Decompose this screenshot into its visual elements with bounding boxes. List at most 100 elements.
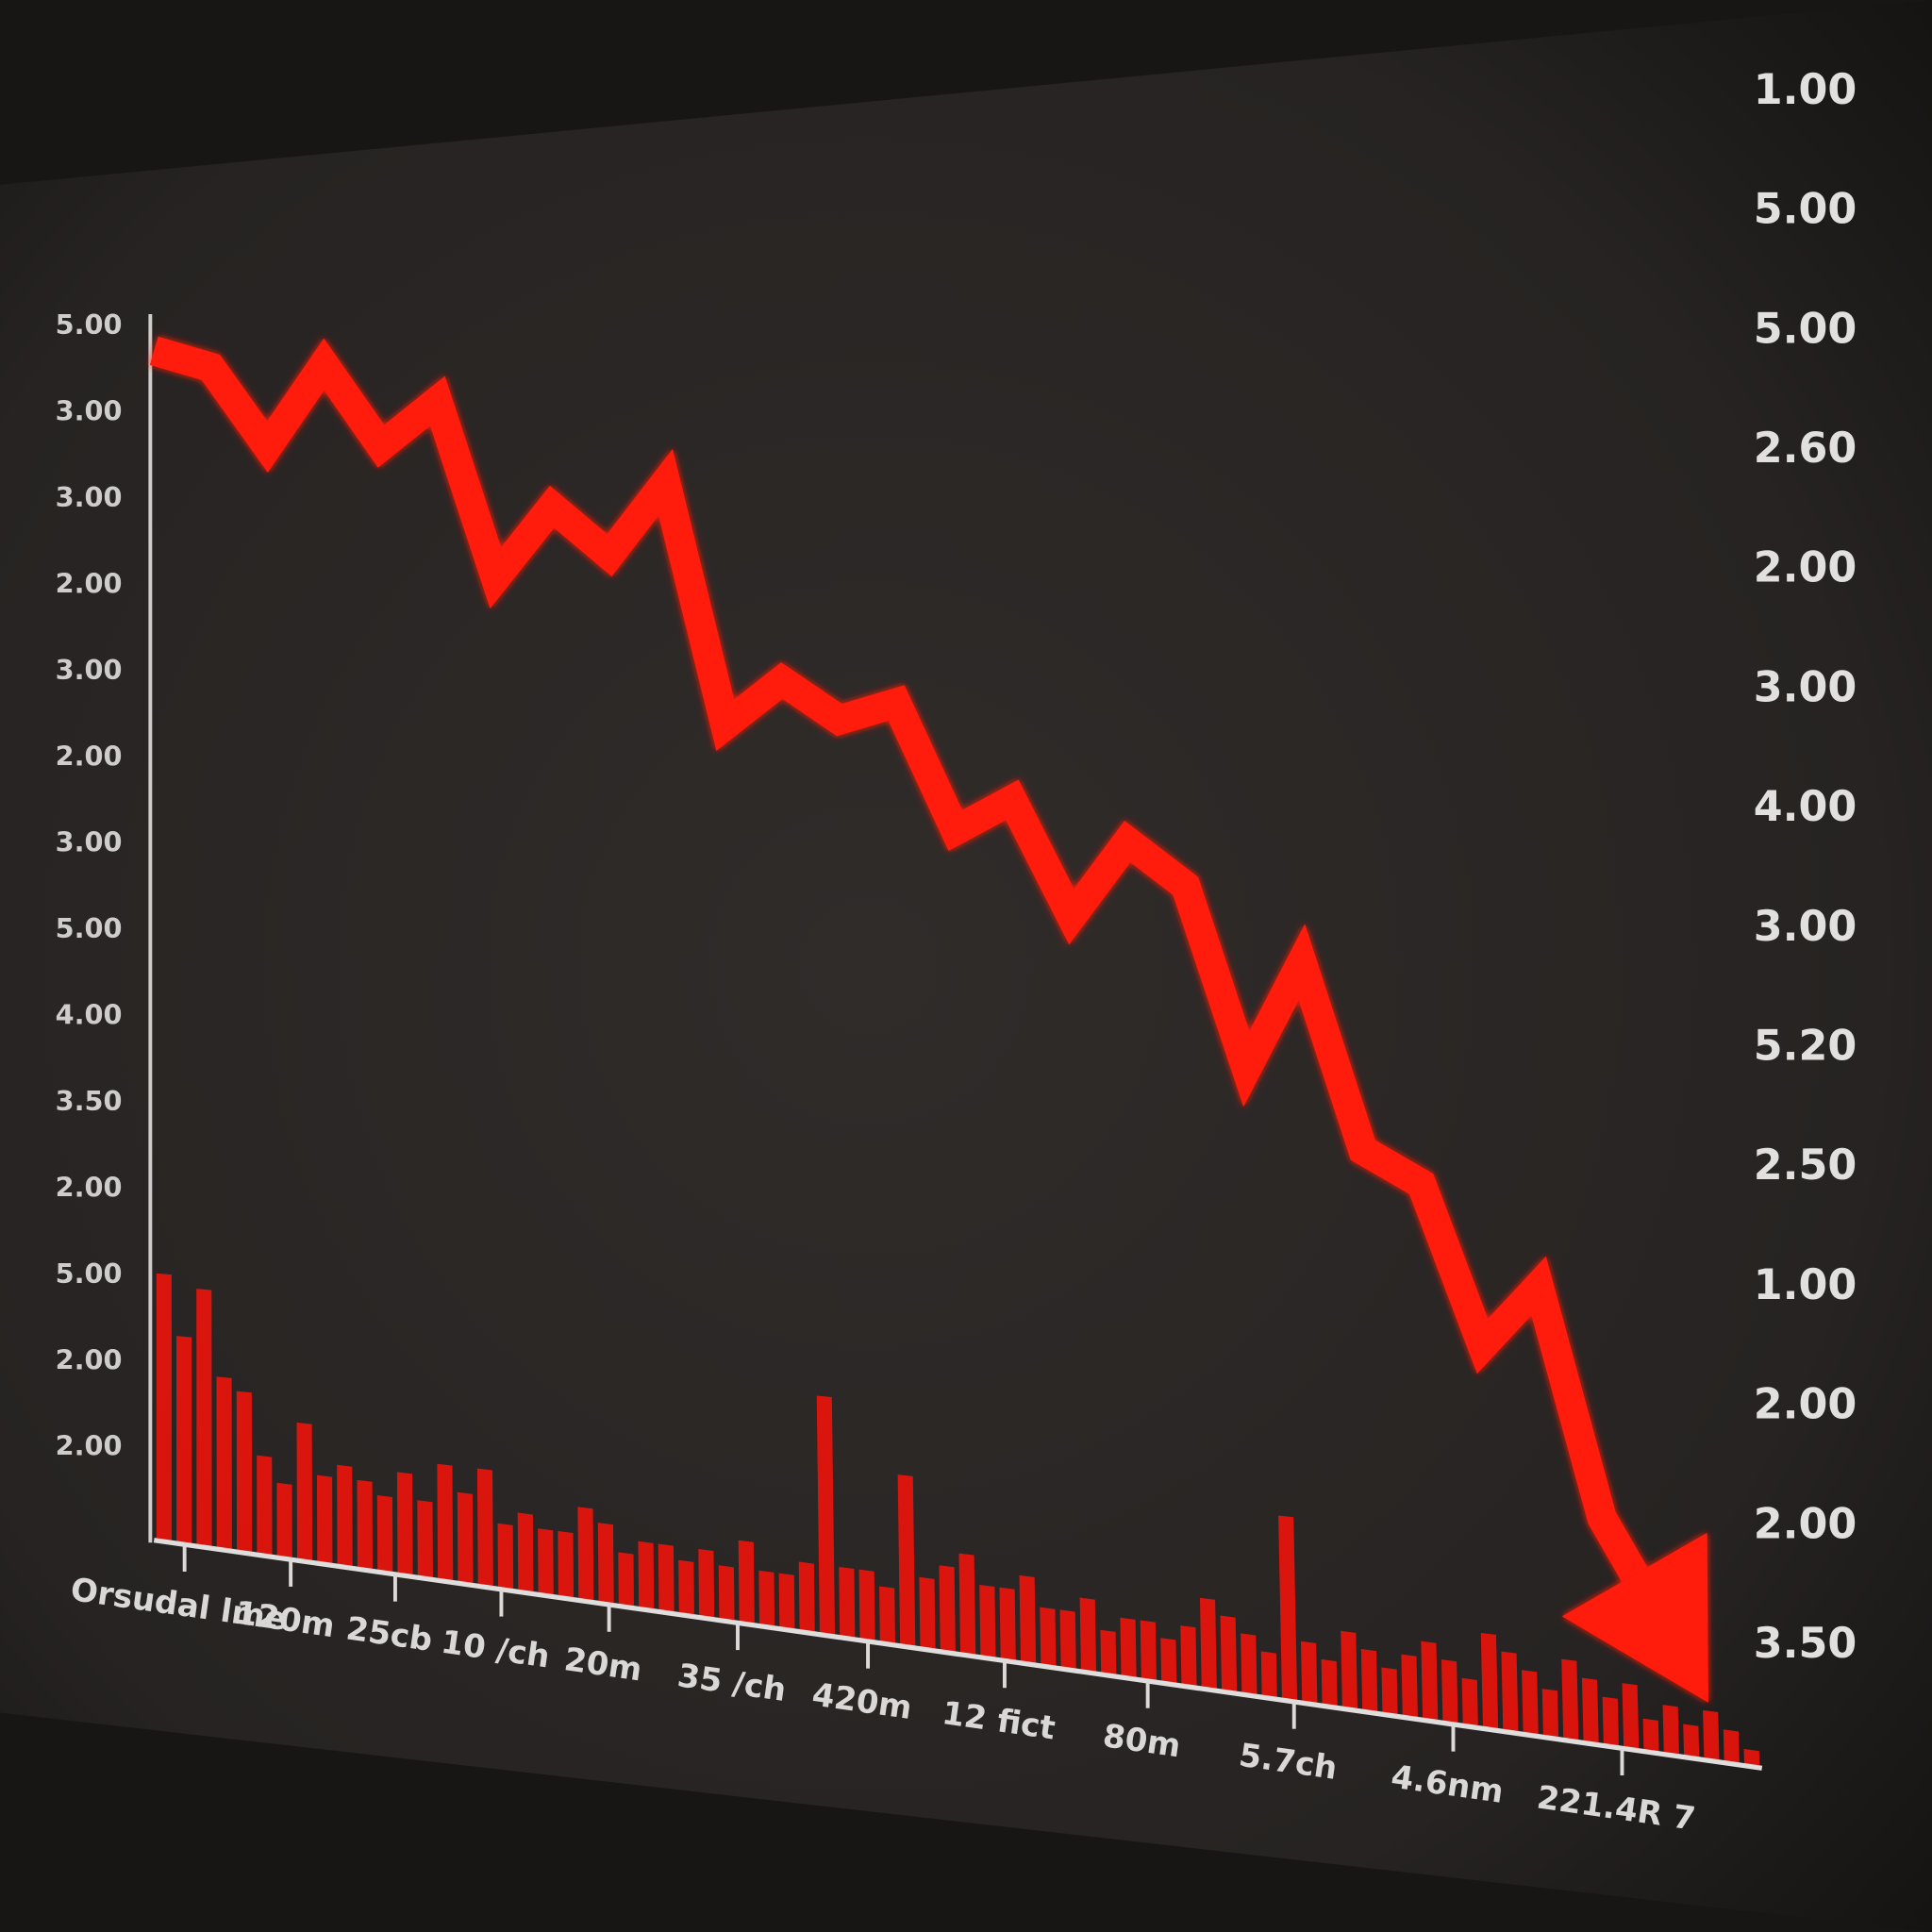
bar [176,1336,192,1546]
bar [316,1474,333,1566]
bar [257,1455,273,1557]
bars [156,1273,1760,1768]
left-label: 2.00 [56,567,123,599]
right-label: 2.50 [1754,1141,1857,1190]
bar [1360,1649,1378,1714]
left-label: 3.50 [56,1085,123,1117]
bar [216,1376,232,1552]
left-label: 5.00 [56,308,123,341]
bar [1703,1709,1720,1762]
bar [1642,1718,1659,1754]
right-label: 1.00 [1754,1261,1857,1309]
bar [517,1512,534,1594]
bar [979,1584,996,1660]
bar [1019,1574,1037,1666]
bar [999,1587,1016,1663]
bar [1581,1677,1599,1745]
bar [1059,1609,1076,1672]
left-label: 2.00 [56,1171,123,1203]
left-label: 3.00 [56,826,123,858]
bar [1622,1683,1640,1751]
bar [698,1548,715,1620]
bar [437,1463,454,1583]
right-label: 2.00 [1754,1500,1857,1548]
right-label: 4.00 [1754,783,1857,831]
bar [1522,1670,1539,1737]
bar [1260,1651,1277,1700]
left-label: 5.00 [56,912,123,944]
bar [276,1482,292,1560]
bar [1401,1654,1418,1720]
right-label: 5.00 [1754,305,1857,353]
bar [1743,1748,1760,1768]
bar [497,1523,514,1591]
bar [958,1553,976,1657]
bar [839,1566,856,1641]
right-label: 5.20 [1754,1023,1857,1071]
bar [1300,1641,1318,1706]
right-label: 3.00 [1754,663,1857,711]
bar [337,1464,353,1569]
left-label: 2.00 [56,1343,123,1375]
bar [156,1273,173,1543]
bar [1461,1677,1478,1728]
bar [897,1474,916,1649]
bar [1561,1658,1579,1742]
right-label: 1.00 [1754,66,1857,114]
bar [1160,1638,1177,1686]
right-label: 3.00 [1754,903,1857,951]
left-label: 3.00 [56,395,123,427]
bar [1241,1633,1257,1697]
bar [296,1422,313,1563]
left-label: 2.00 [56,1430,123,1462]
bar [1421,1641,1439,1723]
right-label: 3.50 [1754,1620,1857,1668]
bar [1381,1667,1398,1717]
bar [919,1576,936,1652]
bar [1079,1597,1097,1674]
bar [1100,1629,1117,1677]
bar [196,1289,212,1549]
trend-line [149,336,1675,1630]
bar [1120,1617,1137,1680]
bar [879,1586,896,1646]
bar [816,1395,836,1637]
bar [1199,1597,1217,1691]
right-label: 5.00 [1754,186,1857,234]
bar [396,1472,413,1577]
bar [658,1543,675,1614]
bar [577,1507,594,1603]
line-layer [149,336,1708,1703]
bar [618,1552,635,1608]
bar [357,1479,374,1572]
bar [1662,1705,1679,1757]
right-label: 2.60 [1754,425,1857,473]
left-label: 3.00 [56,481,123,513]
bar [1441,1659,1458,1725]
bar [1140,1620,1158,1683]
bar [638,1541,655,1611]
bar [1180,1625,1197,1689]
bar [758,1570,775,1628]
x-axis [153,1538,1763,1771]
right-label: 2.00 [1754,1381,1857,1429]
bar [858,1569,875,1643]
bar [417,1500,433,1580]
bar [538,1528,554,1597]
bar [558,1530,575,1600]
left-label: 3.00 [56,654,123,686]
bar [1683,1724,1700,1759]
bar [597,1523,614,1606]
bar [1040,1607,1057,1669]
bar [939,1565,956,1655]
bar [1480,1632,1499,1731]
bar [236,1391,253,1555]
bar [1602,1696,1620,1748]
bar [376,1494,393,1574]
bar [678,1559,694,1617]
bar [1278,1515,1298,1703]
bar [798,1561,815,1634]
